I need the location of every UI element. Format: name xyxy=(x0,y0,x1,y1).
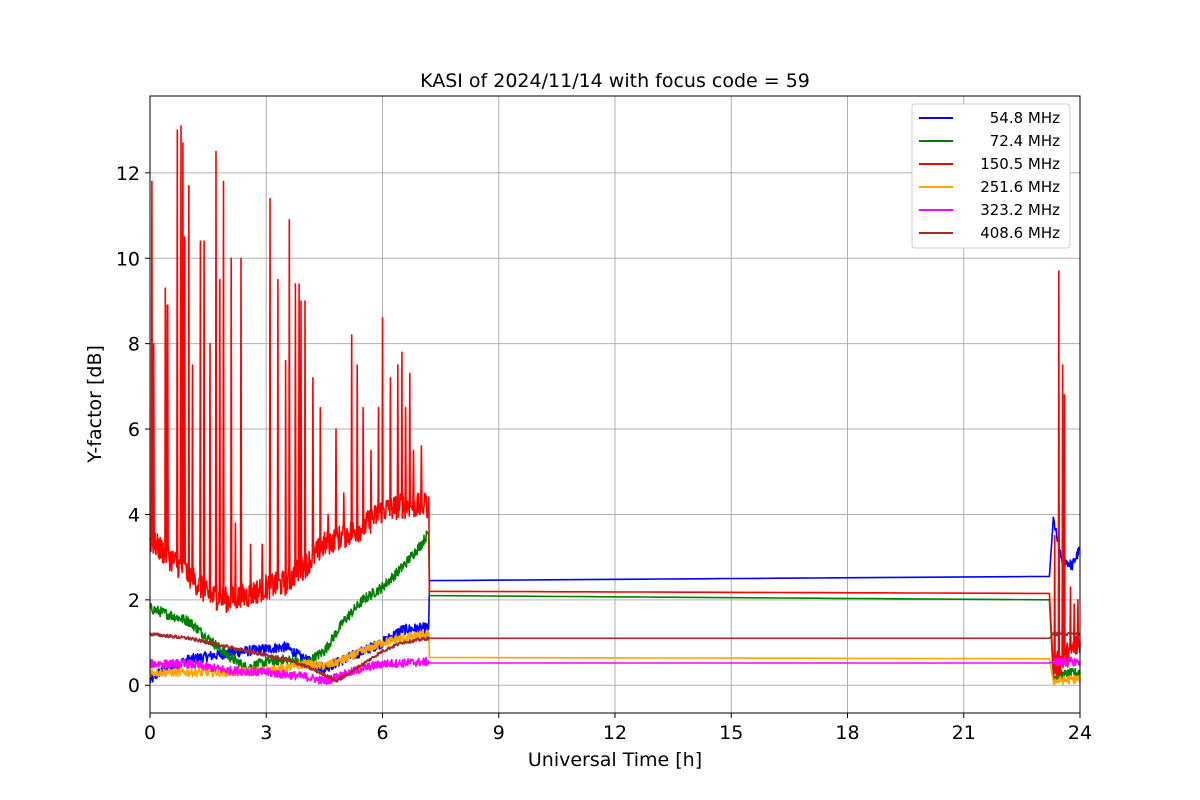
y-tick-label: 12 xyxy=(116,163,140,185)
x-tick-label: 9 xyxy=(493,722,505,744)
x-tick-label: 0 xyxy=(144,722,156,744)
y-tick-label: 6 xyxy=(128,419,140,441)
x-tick-label: 18 xyxy=(835,722,859,744)
x-tick-label: 12 xyxy=(603,722,627,744)
x-tick-label: 6 xyxy=(376,722,388,744)
y-axis-label: Y-factor [dB] xyxy=(84,345,106,464)
x-tick-label: 21 xyxy=(952,722,976,744)
legend-entry: 408.6 MHz xyxy=(980,224,1060,242)
series-line xyxy=(149,631,1081,683)
legend-entry: 323.2 MHz xyxy=(980,201,1060,219)
series-line xyxy=(149,656,1081,686)
legend: 54.8 MHz 72.4 MHz 150.5 MHz 251.6 MHz 323.2 … xyxy=(911,103,1071,249)
legend-entry: 54.8 MHz xyxy=(990,109,1060,127)
chart-title: KASI of 2024/11/14 with focus code = 59 xyxy=(420,70,810,92)
y-tick-label: 10 xyxy=(116,248,140,270)
y-tick-label: 2 xyxy=(128,590,140,612)
y-tick-label: 4 xyxy=(128,504,140,526)
series-line xyxy=(149,125,1081,679)
legend-entry: 251.6 MHz xyxy=(980,178,1060,196)
y-tick-label: 8 xyxy=(128,334,140,356)
legend-entry: 150.5 MHz xyxy=(980,155,1060,173)
x-tick-label: 3 xyxy=(260,722,272,744)
y-tick-label: 0 xyxy=(128,675,140,697)
x-tick-label: 15 xyxy=(719,722,743,744)
x-axis-label: Universal Time [h] xyxy=(528,749,702,771)
series-lines xyxy=(149,125,1081,686)
x-tick-label: 24 xyxy=(1068,722,1092,744)
legend-entry: 72.4 MHz xyxy=(990,132,1060,150)
